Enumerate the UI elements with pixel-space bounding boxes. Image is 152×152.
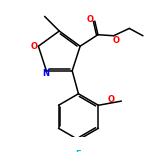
Text: O: O [112, 36, 119, 45]
Text: F: F [76, 150, 81, 152]
Text: O: O [31, 42, 38, 51]
Text: O: O [87, 14, 94, 24]
Text: O: O [107, 95, 114, 104]
Text: N: N [42, 69, 49, 78]
